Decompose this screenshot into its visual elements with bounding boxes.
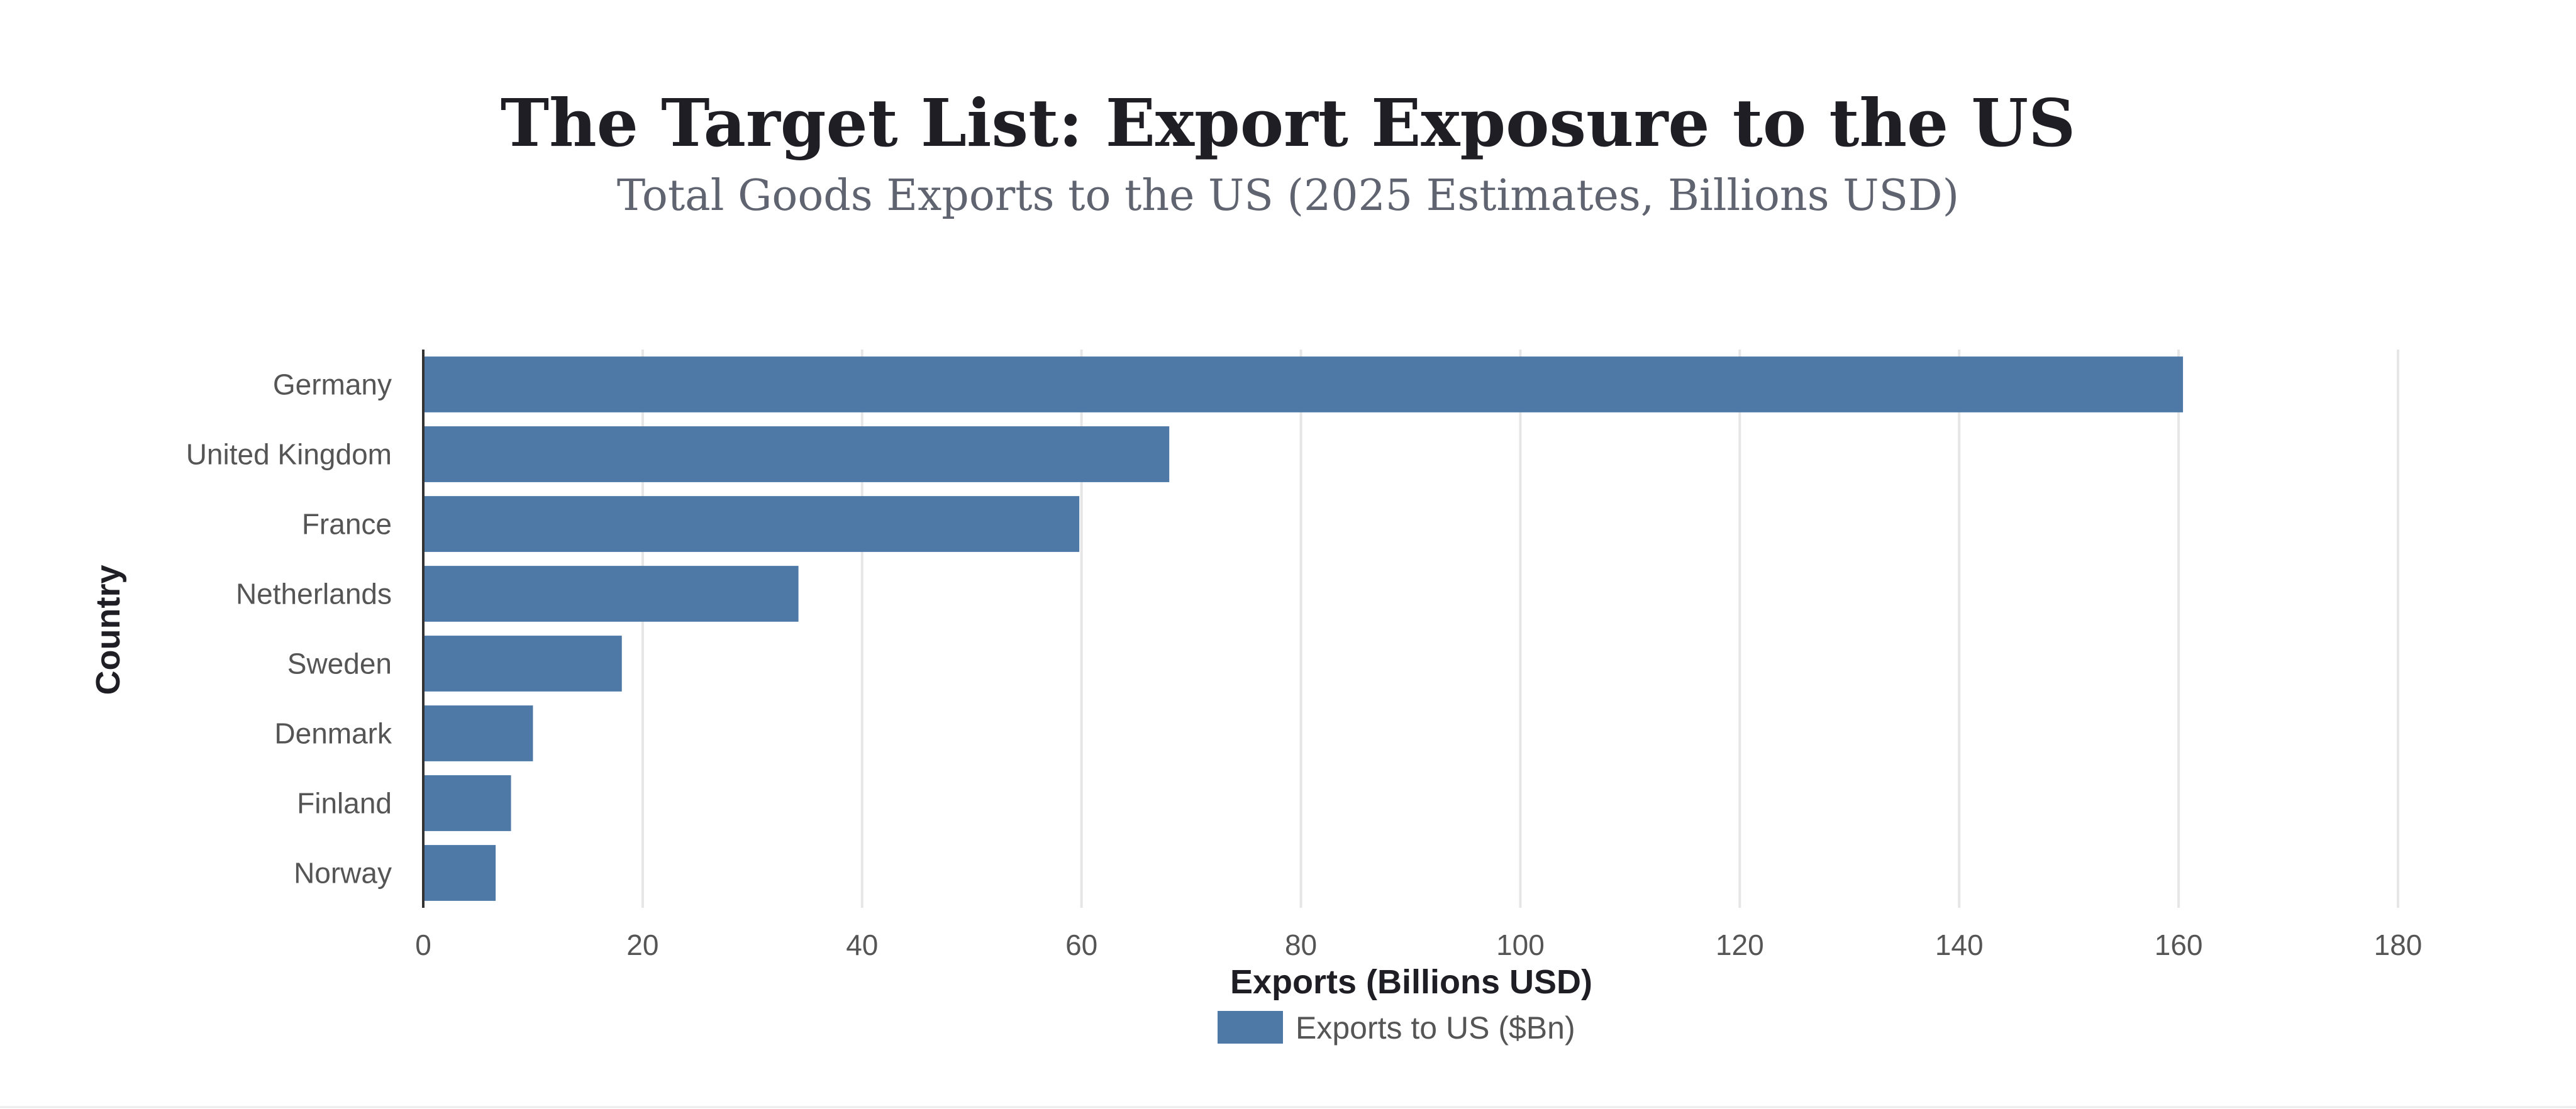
y-tick-label-france: France	[302, 508, 392, 541]
y-tick-label-sweden: Sweden	[287, 648, 392, 680]
legend: Exports to US ($Bn)	[1218, 1010, 1575, 1046]
bar-denmark	[423, 705, 533, 761]
y-axis-title: Country	[89, 565, 127, 695]
bars	[423, 356, 2184, 901]
bar-france	[423, 496, 1080, 552]
x-axis-tick-labels: 0 20 40 60 80 100 120 140 160 180	[415, 929, 2422, 961]
x-tick-label-100: 100	[1496, 929, 1545, 961]
y-tick-label-finland: Finland	[297, 787, 392, 820]
x-tick-label-40: 40	[846, 929, 878, 961]
bar-norway	[423, 845, 496, 901]
x-tick-label-180: 180	[2374, 929, 2423, 961]
chart-subtitle: Total Goods Exports to the US (2025 Esti…	[617, 171, 1959, 221]
x-tick-label-160: 160	[2155, 929, 2203, 961]
legend-label: Exports to US ($Bn)	[1296, 1010, 1575, 1046]
x-tick-label-80: 80	[1285, 929, 1317, 961]
chart-title: The Target List: Export Exposure to the …	[501, 84, 2075, 162]
bar-finland	[423, 775, 511, 831]
bar-netherlands	[423, 566, 799, 622]
y-tick-label-united-kingdom: United Kingdom	[186, 438, 392, 471]
y-axis-tick-labels: Germany United Kingdom France Netherlands Sw…	[186, 368, 392, 890]
bar-sweden	[423, 636, 622, 692]
x-axis-title: Exports (Billions USD)	[1230, 963, 1592, 1001]
x-tick-label-0: 0	[415, 929, 431, 961]
x-tick-label-60: 60	[1065, 929, 1097, 961]
bar-germany	[423, 356, 2184, 412]
y-tick-label-denmark: Denmark	[274, 717, 392, 750]
legend-swatch	[1218, 1011, 1283, 1044]
bar-united-kingdom	[423, 426, 1170, 482]
y-tick-label-netherlands: Netherlands	[236, 578, 392, 610]
x-tick-label-20: 20	[626, 929, 658, 961]
y-tick-label-norway: Norway	[294, 857, 392, 890]
x-tick-label-140: 140	[1935, 929, 1984, 961]
x-tick-label-120: 120	[1716, 929, 1764, 961]
y-tick-label-germany: Germany	[273, 368, 392, 401]
